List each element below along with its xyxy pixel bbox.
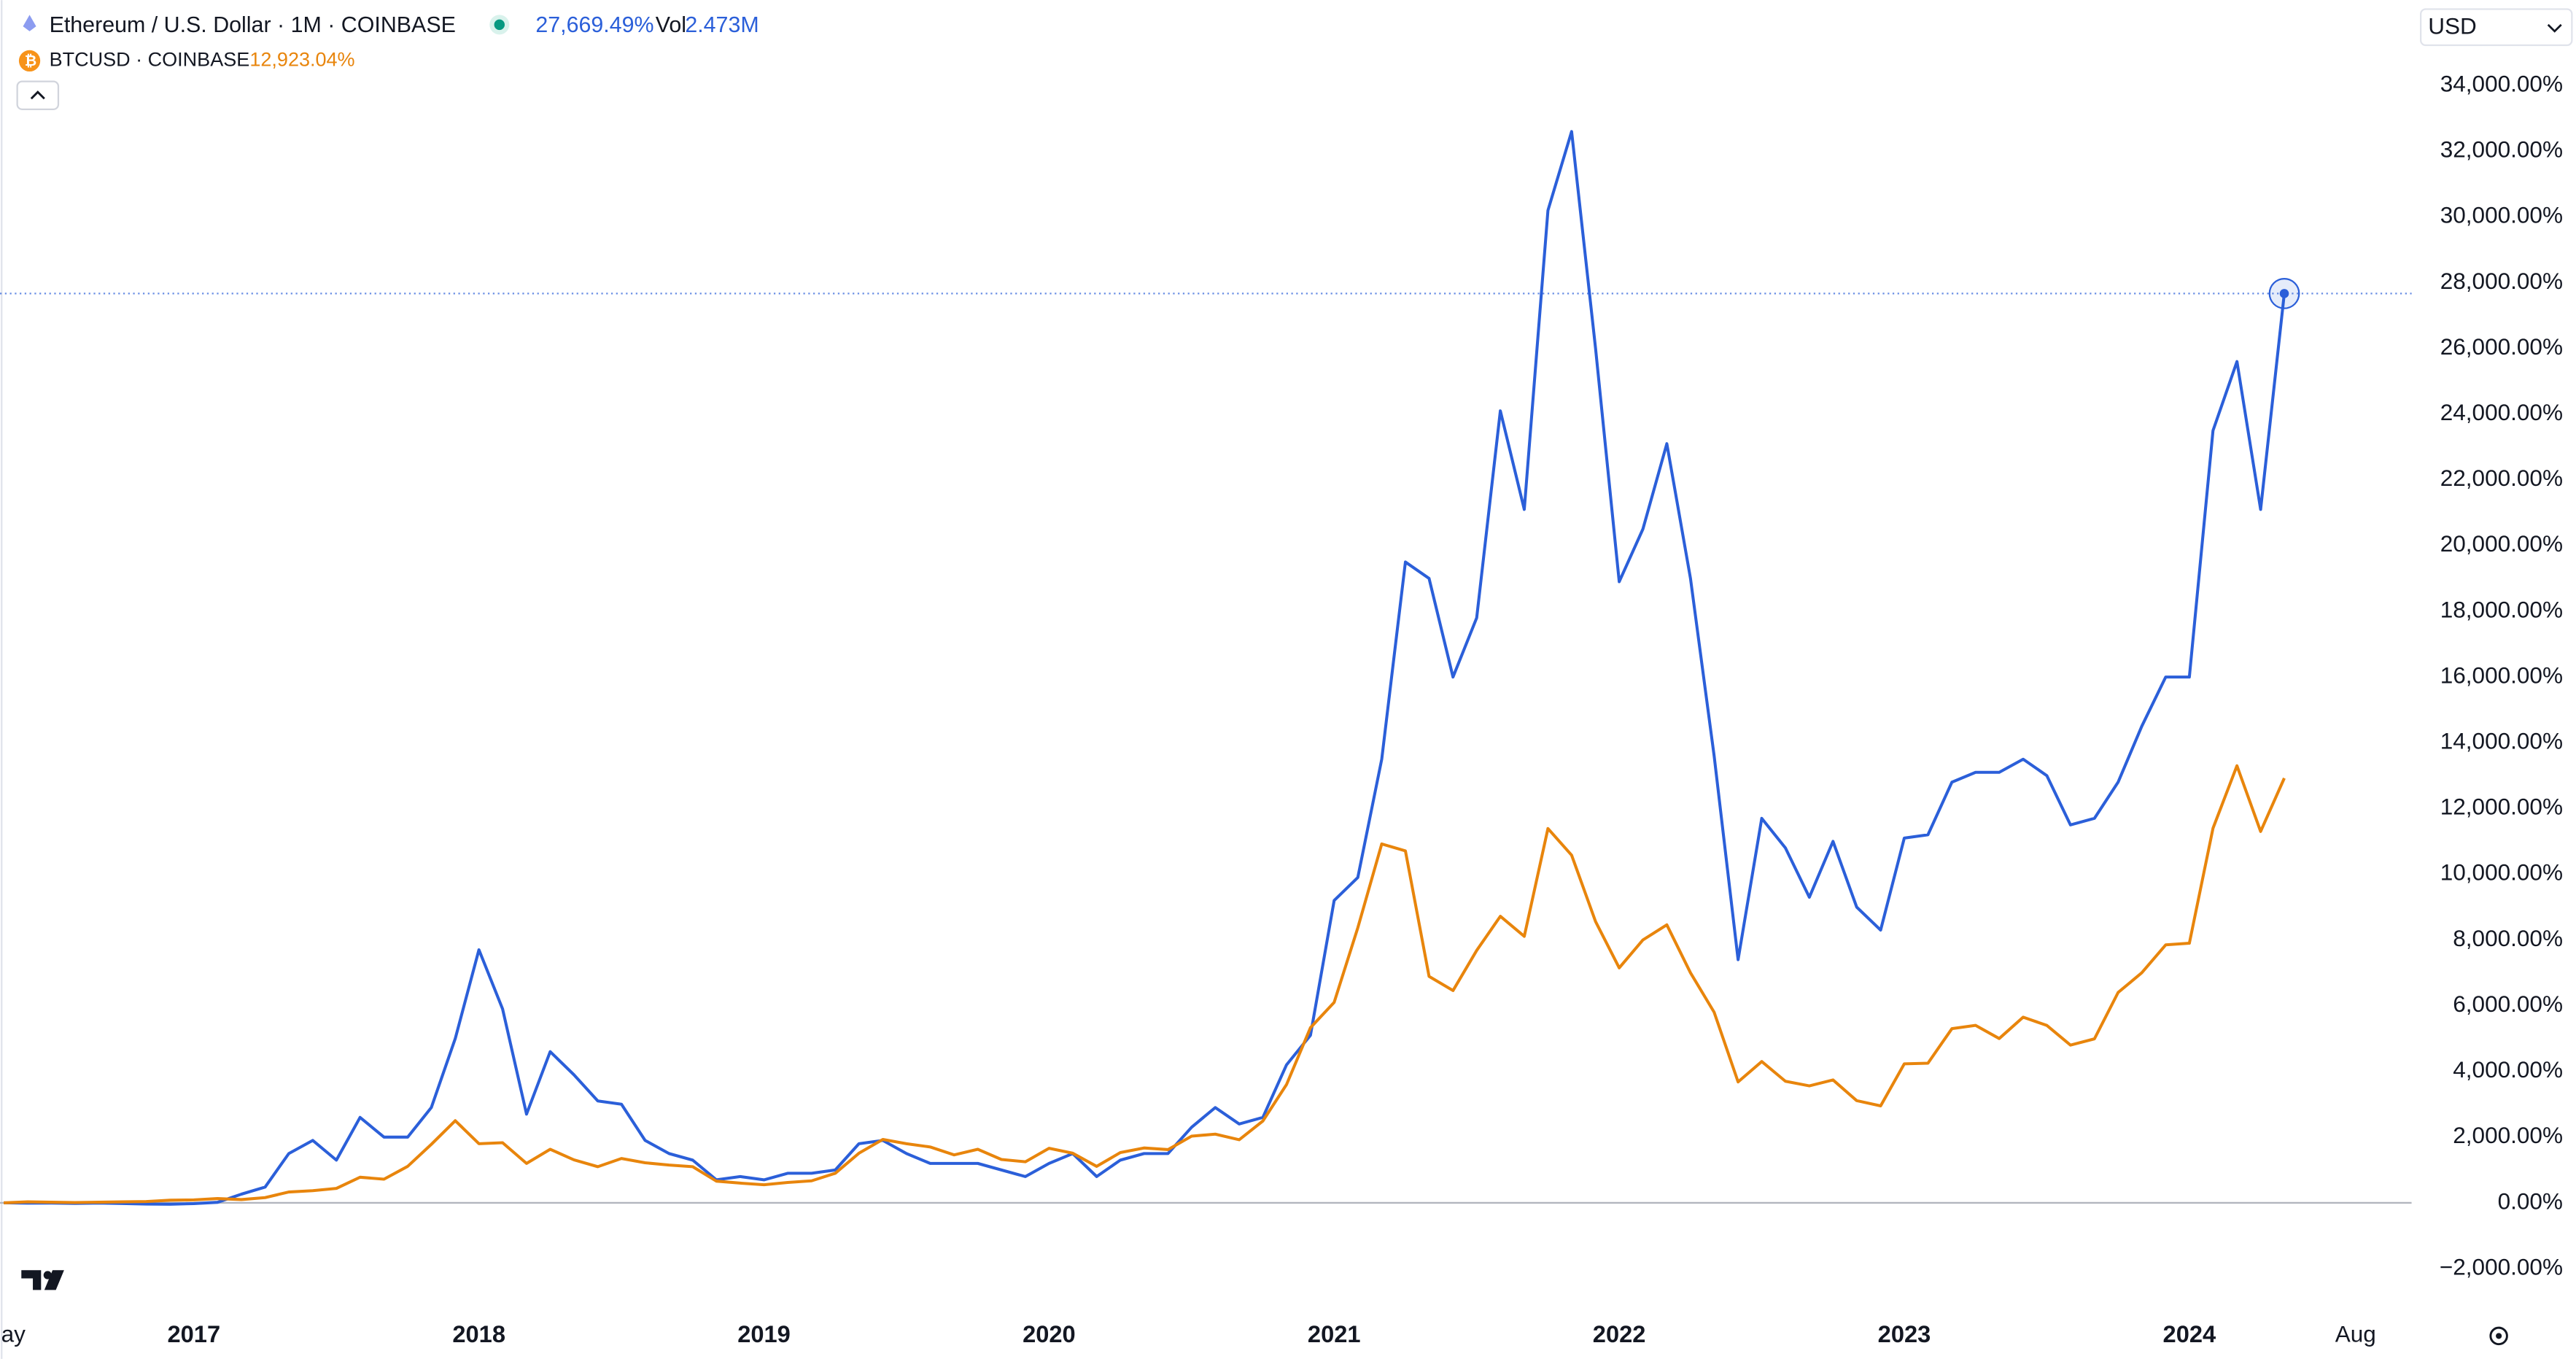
y-tick-label: 24,000.00%: [2440, 399, 2563, 425]
x-tick-label: 2017: [167, 1320, 220, 1347]
y-tick-label: 30,000.00%: [2440, 202, 2563, 228]
status-dot: [494, 19, 505, 31]
y-tick-label: 18,000.00%: [2440, 596, 2563, 622]
tv-logo: [21, 1270, 64, 1290]
vol-label: Vol: [656, 12, 686, 37]
y-tick-label: −2,000.00%: [2440, 1253, 2563, 1279]
x-tick-label: 2020: [1023, 1320, 1076, 1347]
x-tick-label: 2019: [737, 1320, 791, 1347]
plot-area: [0, 130, 2412, 1206]
currency: USD: [2428, 13, 2477, 39]
tv-logo-dot: [43, 1271, 52, 1279]
y-tick-label: 32,000.00%: [2440, 136, 2563, 163]
x-tick-label: 2018: [452, 1320, 505, 1347]
y-tick-label: 34,000.00%: [2440, 71, 2563, 97]
settings-center: [2496, 1333, 2502, 1339]
y-tick-label: 20,000.00%: [2440, 530, 2563, 557]
eth-icon: [23, 15, 36, 31]
x-tick-label: 2021: [1308, 1320, 1361, 1347]
last-point: [2279, 289, 2289, 298]
y-tick-label: 28,000.00%: [2440, 268, 2563, 294]
y-tick-label: 4,000.00%: [2453, 1056, 2563, 1083]
btc-icon: [18, 50, 41, 72]
y-tick-label: 26,000.00%: [2440, 333, 2563, 360]
chart-title: Ethereum / U.S. Dollar · 1M · COINBASE: [50, 12, 456, 37]
y-tick-label: 22,000.00%: [2440, 465, 2563, 491]
y-tick-label: 12,000.00%: [2440, 794, 2563, 820]
btc-glyph: ₿: [25, 53, 37, 69]
currency-select[interactable]: [2420, 8, 2573, 47]
compare-title: BTCUSD · COINBASE: [50, 49, 250, 71]
currency-caret: [2547, 23, 2562, 33]
x-tick-label: 2022: [1593, 1320, 1646, 1347]
btc-change: 12,923.04%: [249, 49, 354, 71]
series-line: [4, 130, 2286, 1206]
y-tick-label: 0.00%: [2498, 1188, 2563, 1214]
y-tick-label: 16,000.00%: [2440, 662, 2563, 688]
y-tick-label: 8,000.00%: [2453, 925, 2563, 951]
vol-value: 2.473M: [685, 12, 759, 37]
series-line: [4, 764, 2286, 1204]
y-tick-label: 6,000.00%: [2453, 991, 2563, 1017]
x-tick-label: May: [0, 1321, 26, 1347]
x-tick-label: 2023: [1878, 1320, 1931, 1347]
x-tick-label: 2024: [2163, 1320, 2216, 1347]
y-tick-label: 2,000.00%: [2453, 1122, 2563, 1148]
collapse-button[interactable]: [16, 80, 60, 110]
x-tick-label: Aug: [2335, 1321, 2376, 1347]
y-tick-label: 10,000.00%: [2440, 859, 2563, 886]
y-tick-label: 14,000.00%: [2440, 728, 2563, 754]
settings-icon[interactable]: [2489, 1326, 2508, 1346]
eth-change: 27,669.49%: [535, 12, 653, 37]
collapse-icon: [30, 90, 45, 100]
